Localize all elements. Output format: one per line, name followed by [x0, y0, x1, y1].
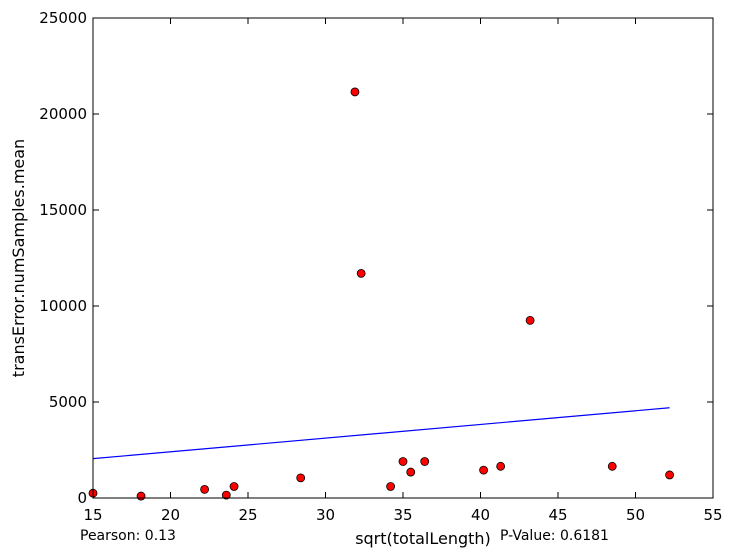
x-tick-label: 25: [238, 506, 257, 524]
data-point: [607, 461, 617, 471]
data-point: [398, 457, 408, 466]
data-point: [200, 484, 210, 494]
data-point: [420, 457, 430, 466]
y-tick-label: 0: [77, 489, 87, 507]
x-axis-title: sqrt(totalLength): [355, 529, 491, 548]
data-point: [496, 461, 506, 471]
x-tick-label: 40: [471, 506, 490, 524]
y-tick-label: 20000: [39, 105, 87, 123]
plot-frame: [92, 17, 714, 499]
data-point: [479, 465, 489, 475]
pearson-annotation: Pearson: 0.13: [80, 528, 176, 544]
x-tick-label: 15: [83, 506, 102, 524]
regression-line: [92, 407, 670, 460]
y-tick-label: 25000: [39, 9, 87, 27]
x-tick-label: 20: [161, 506, 180, 524]
x-tick-label: 50: [626, 506, 645, 524]
data-point: [356, 268, 366, 278]
data-point: [136, 491, 146, 501]
data-point: [525, 315, 535, 325]
axis-ticks: 15 20 25 30 35 40 45 50 55 0 5000 10000 15000 20000 25…: [39, 9, 722, 524]
data-point: [296, 473, 306, 483]
y-tick-label: 10000: [39, 297, 87, 315]
y-tick-label: 15000: [39, 201, 87, 219]
data-point: [406, 467, 416, 477]
regression-line-layer: [92, 407, 670, 460]
x-tick-label: 35: [393, 506, 412, 524]
x-tick-label: 30: [316, 506, 335, 524]
x-tick-label: 55: [703, 506, 722, 524]
data-points-layer: [88, 87, 674, 501]
data-point: [350, 87, 360, 97]
y-tick-label: 5000: [49, 393, 87, 411]
data-point: [386, 482, 396, 491]
x-tick-label: 45: [548, 506, 567, 524]
pvalue-annotation: P-Value: 0.6181: [500, 528, 609, 544]
y-axis-title: transError.numSamples.mean: [9, 139, 28, 377]
data-point: [229, 482, 239, 491]
data-point: [665, 470, 674, 480]
data-point: [221, 490, 231, 500]
